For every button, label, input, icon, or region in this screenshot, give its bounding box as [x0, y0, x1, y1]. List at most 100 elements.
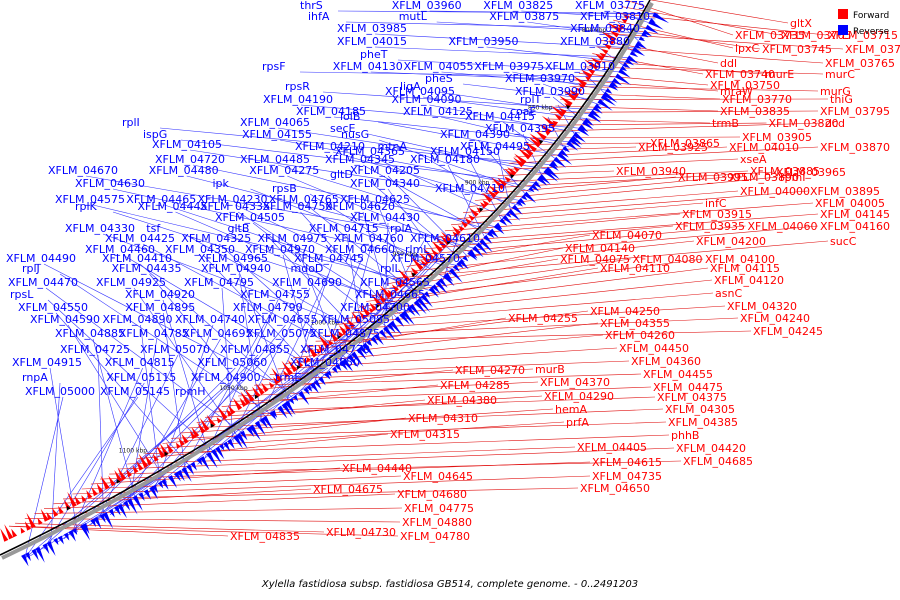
reverse-gene-arrow: [138, 492, 145, 501]
forward-gene-arrow: [482, 192, 493, 203]
minor-feature-mark: [66, 505, 71, 511]
forward-gene-arrow: [581, 69, 593, 79]
reverse-leader-line: [70, 367, 143, 536]
forward-gene-arrow: [282, 370, 290, 378]
reverse-gene-arrow: [594, 103, 602, 110]
reverse-gene-label: rplT: [520, 93, 542, 106]
forward-gene-label: XFLM_04250: [590, 305, 660, 318]
reverse-gene-arrow: [568, 137, 582, 149]
reverse-gene-label: XFLM_04395: [485, 122, 555, 135]
reverse-gene-arrow: [186, 464, 194, 475]
reverse-gene-arrow: [635, 41, 647, 49]
reverse-gene-label: ligA: [400, 80, 421, 93]
reverse-gene-label: XFLM_04090: [392, 93, 462, 106]
forward-gene-label: XFLM_04675: [313, 483, 383, 496]
kbp-tick-label: 900 kbp: [465, 179, 490, 186]
reverse-gene-arrow: [622, 62, 631, 69]
reverse-gene-arrow: [288, 397, 295, 405]
reverse-gene-label: XFLM_04575: [55, 193, 125, 206]
forward-gene-arrow: [623, 15, 630, 20]
reverse-gene-arrow: [618, 68, 631, 78]
reverse-gene-arrow: [80, 524, 91, 541]
reverse-leader-line: [552, 96, 588, 125]
forward-gene-label: XFLM_04285: [440, 379, 510, 392]
reverse-gene-label: XFLM_03950: [449, 35, 519, 48]
forward-gene-arrow: [469, 207, 479, 217]
reverse-gene-label: XFLM_04875: [310, 327, 380, 340]
reverse-gene-track: [21, 12, 670, 567]
forward-gene-arrow: [497, 177, 507, 187]
forward-gene-arrow: [232, 397, 243, 411]
reverse-leader-line: [139, 263, 296, 401]
reverse-leader-line: [277, 164, 495, 233]
forward-gene-arrow: [578, 83, 586, 90]
reverse-gene-arrow: [582, 120, 594, 130]
reverse-leader-line: [279, 139, 536, 188]
reverse-gene-label: XFLM_04490: [6, 252, 76, 265]
forward-gene-label: xseA: [740, 153, 767, 166]
forward-gene-label: XFLM_03730: [845, 43, 900, 56]
minor-feature-mark: [337, 334, 342, 340]
reverse-leader-line: [387, 188, 452, 275]
reverse-gene-arrow: [401, 310, 415, 326]
reverse-gene-arrow: [93, 516, 102, 530]
reverse-leader-line: [377, 204, 419, 305]
forward-leader-line: [127, 446, 576, 465]
reverse-gene-arrow: [306, 385, 313, 392]
forward-leader-line: [592, 53, 704, 75]
forward-gene-arrow: [261, 382, 269, 393]
reverse-gene-label: XFLM_04055: [404, 60, 474, 73]
reverse-gene-label: XFLM_04895: [125, 301, 195, 314]
reverse-gene-arrow: [123, 500, 131, 511]
forward-gene-arrow: [306, 343, 318, 358]
forward-gene-label: XFLM_03905: [742, 131, 812, 144]
forward-gene-arrow: [395, 280, 404, 289]
forward-gene-label: XFLM_04775: [404, 502, 474, 515]
forward-gene-arrow: [226, 408, 233, 417]
forward-gene-label: XFLM_03770: [722, 93, 792, 106]
forward-gene-arrow: [391, 284, 399, 293]
reverse-gene-label: XFLM_03875: [489, 10, 559, 23]
reverse-gene-arrow: [518, 197, 526, 206]
reverse-gene-arrow: [448, 268, 463, 283]
reverse-gene-label: XFLM_04690: [272, 276, 342, 289]
kbp-tick-labels: 800 kbp 850 kbp 900 kbp 950 kbp 1000 kbp 1050…: [119, 27, 607, 454]
reverse-gene-label: XFLM_04620: [325, 200, 395, 213]
forward-gene-label: rpmI: [780, 171, 805, 184]
reverse-gene-arrow: [495, 222, 503, 230]
forward-gene-arrow: [585, 76, 591, 82]
forward-gene-label: XFLM_04320: [727, 300, 797, 313]
reverse-leader-line: [96, 354, 179, 522]
reverse-gene-arrow: [420, 294, 433, 308]
reverse-gene-arrow: [475, 242, 488, 255]
forward-gene-arrow: [0, 528, 9, 542]
forward-gene-arrow: [4, 524, 14, 540]
forward-gene-arrow: [100, 475, 110, 490]
reverse-gene-arrow: [479, 238, 493, 253]
forward-gene-arrow: [616, 24, 624, 30]
forward-leader-line: [136, 433, 389, 460]
forward-gene-arrow: [568, 89, 579, 98]
reverse-gene-label: XFLM_04725: [60, 343, 130, 356]
forward-gene-label: XFLM_04650: [580, 482, 650, 495]
reverse-gene-label: lolB: [340, 110, 360, 123]
forward-leader-line: [474, 176, 728, 201]
forward-gene-arrow: [513, 157, 525, 168]
forward-gene-label: XFLM_04420: [676, 442, 746, 455]
forward-gene-arrow: [387, 289, 394, 297]
reverse-gene-arrow: [516, 200, 523, 207]
reverse-leader-line: [362, 211, 395, 325]
forward-leader-line: [358, 267, 599, 308]
reverse-gene-label: rpsL: [10, 288, 34, 301]
forward-leader-line: [162, 417, 407, 444]
forward-gene-label: XFLM_04730: [326, 526, 396, 539]
reverse-gene-arrow: [117, 503, 127, 519]
reverse-gene-arrow: [413, 300, 427, 315]
reverse-gene-label: XFLM_04915: [12, 356, 82, 369]
forward-gene-arrow: [40, 508, 49, 522]
reverse-gene-label: XFLM_04795: [184, 276, 254, 289]
forward-gene-label: sucC: [830, 235, 857, 248]
forward-gene-label: XFLM_04385: [668, 416, 738, 429]
reverse-gene-arrow: [472, 245, 484, 258]
reverse-leader-line: [557, 104, 577, 138]
